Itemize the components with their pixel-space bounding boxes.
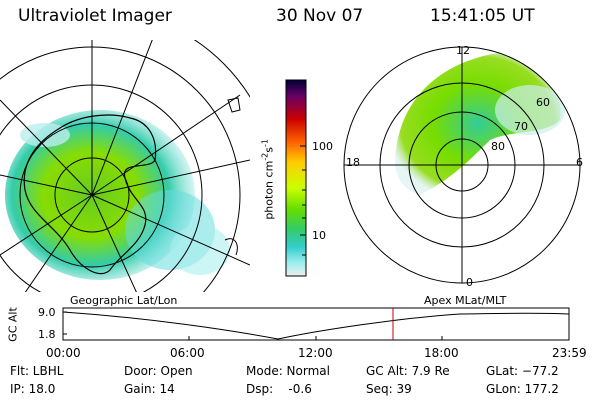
altitude-ytick-high: 9.0 [38,306,56,319]
altitude-xtick-1200: 12:00 [298,346,333,360]
colorbar [285,79,307,277]
door-info: Door: Open [124,364,193,378]
app-title: Ultraviolet Imager [18,6,172,26]
gc-alt-info: GC Alt: 7.9 Re [366,364,450,378]
mlat-label-70: 70 [514,120,528,133]
mlt-label-12: 12 [456,44,470,57]
altitude-xtick-0600: 06:00 [170,346,205,360]
glat-info: GLat: −77.2 [486,364,559,378]
altitude-curve [62,311,570,340]
mlat-label-60: 60 [536,96,550,109]
colorbar-tick-100: 100 [312,140,333,153]
altitude-ylabel: GC Alt [6,307,20,342]
colorbar-tick-10: 10 [312,229,326,242]
mlat-label-80: 80 [491,140,505,153]
ip-info: IP: 18.0 [10,382,56,396]
mlt-label-18: 18 [346,156,360,169]
altitude-xtick-2359: 23:59 [552,346,587,360]
filter-info: Flt: LBHL [10,364,64,378]
altitude-ytick-low: 1.8 [38,328,56,341]
date-label: 30 Nov 07 [276,6,364,26]
time-label: 15:41:05 UT [430,6,535,26]
magnetic-map [343,46,581,284]
geographic-map [0,40,250,292]
left-map-caption: Geographic Lat/Lon [70,294,178,307]
altitude-plot [62,307,570,341]
dsp-info: Dsp: -0.6 [246,382,312,396]
coastline [23,114,157,275]
mlt-label-6: 6 [576,156,583,169]
glon-info: GLon: 177.2 [486,382,559,396]
right-map-caption: Apex MLat/MLT [424,294,507,307]
mlt-label-0: 0 [466,276,473,289]
altitude-xtick-0000: 00:00 [46,346,81,360]
altitude-xtick-1800: 18:00 [424,346,459,360]
seq-info: Seq: 39 [366,382,412,396]
gain-info: Gain: 14 [124,382,175,396]
mode-info: Mode: Normal [246,364,330,378]
colorbar-unit-label: photon cm-2s-1 [260,139,276,220]
